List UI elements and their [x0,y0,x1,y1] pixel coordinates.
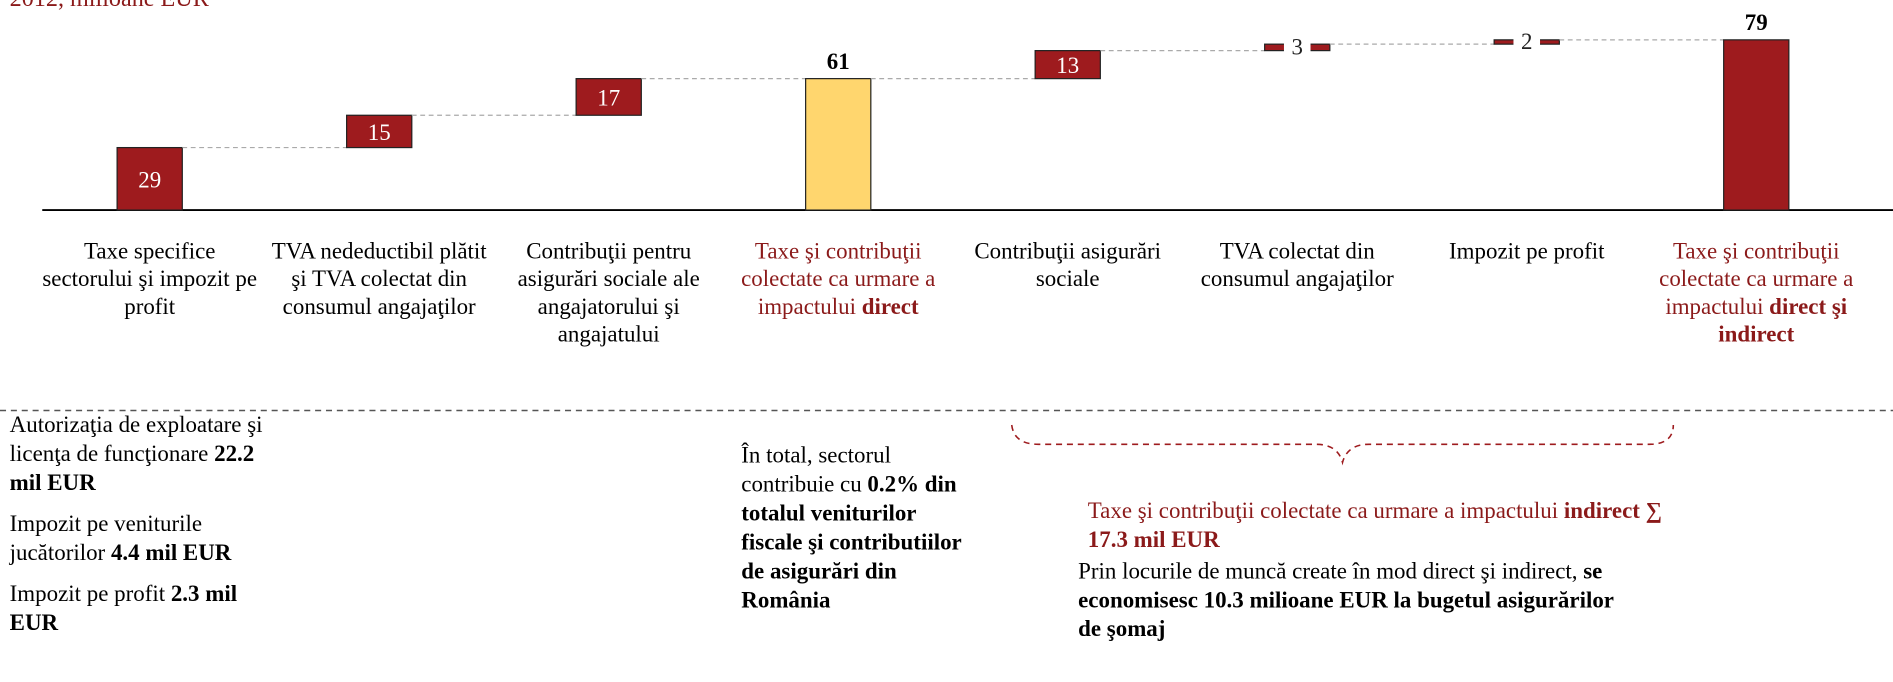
paragraph: Impozit pe profit 2.3 mil EUR [10,581,288,639]
bar [346,114,413,149]
value-label: 2 [1521,29,1532,54]
bold-text: indirect ∑ 17.3 mil EUR [1087,498,1662,553]
bold-text: se economisesc 10.3 milioane EUR la buge… [1078,558,1614,643]
paragraph: Prin locurile de muncă create în mod dir… [1078,558,1639,645]
text: În total, sectorul contribuie cu [741,443,891,498]
paragraph: În total, sectorul contribuie cu 0.2% di… [741,442,982,616]
x-tick-label: TVA nedeductibil plătit şi TVA colectat … [271,239,487,320]
x-tick-label: Contribuţii pentru asigurări sociale ale… [517,239,700,348]
annotation: În total, sectorul contribuie cu 0.2% di… [741,442,982,628]
brace [1010,424,1675,466]
paragraph: Taxe şi contribuţii colectate ca urmare … [1088,497,1692,555]
label-bg [1283,35,1311,60]
chart-title: 2012, milioane EUR [10,0,209,13]
annotation: Autorizaţia de exploatare şi licenţa de … [10,412,288,651]
value-label: 17 [597,85,620,110]
text: Impozit pe profit [9,581,171,608]
total-label: 61 [827,49,850,74]
x-tick-label: Taxe şi contribuţii colectate ca urmare … [1648,238,1865,349]
bold-text: direct [861,294,919,320]
value-label: 15 [368,120,391,145]
annotation: Prin locurile de muncă create în mod dir… [1078,558,1639,657]
paragraph: Autorizaţia de exploatare şi licenţa de … [10,412,288,499]
x-tick-label: TVA colectat din consumul angajaţilor [1200,239,1394,293]
annotation: Taxe şi contribuţii colectate ca urmare … [1088,497,1692,567]
text: Taxe şi contribuţii colectate ca urmare … [1659,239,1854,320]
bar [116,146,183,211]
text: Prin locurile de muncă create în mod dir… [1078,558,1584,585]
bold-text: 2.3 mil EUR [9,581,238,637]
text: Taxe şi contribuţii colectate ca urmare … [1087,498,1564,524]
x-tick-label: Contribuţii asigurări sociale [974,239,1162,293]
value-label: 3 [1292,35,1303,60]
bold-text: 0.2% din totalul veniturilor fiscale şi … [741,472,962,614]
bar [1723,39,1790,211]
x-tick-label: Taxe specifice sectorului şi impozit pe … [42,239,258,320]
text: Taxe şi contribuţii colectate ca urmare … [741,239,936,320]
text: Autorizaţia de exploatare şi licenţa de … [9,412,263,468]
bar [575,78,642,116]
value-label: 29 [138,167,161,192]
bar [805,78,872,211]
x-tick-label: Impozit pe profit [1449,239,1605,265]
bold-text: 4.4 mil EUR [110,540,232,567]
label-bg [1513,29,1541,55]
total-label: 79 [1745,10,1768,35]
text: Impozit pe veniturile jucătorilor [9,511,203,567]
bold-text: direct şi indirect [1718,294,1848,348]
x-tick-label: Taxe şi contribuţii colectate ca urmare … [730,238,947,321]
paragraph: Impozit pe veniturile jucătorilor 4.4 mi… [10,511,288,569]
bar [1034,50,1101,80]
bold-text: 22.2 mil EUR [9,441,255,497]
value-label: 13 [1056,53,1079,78]
